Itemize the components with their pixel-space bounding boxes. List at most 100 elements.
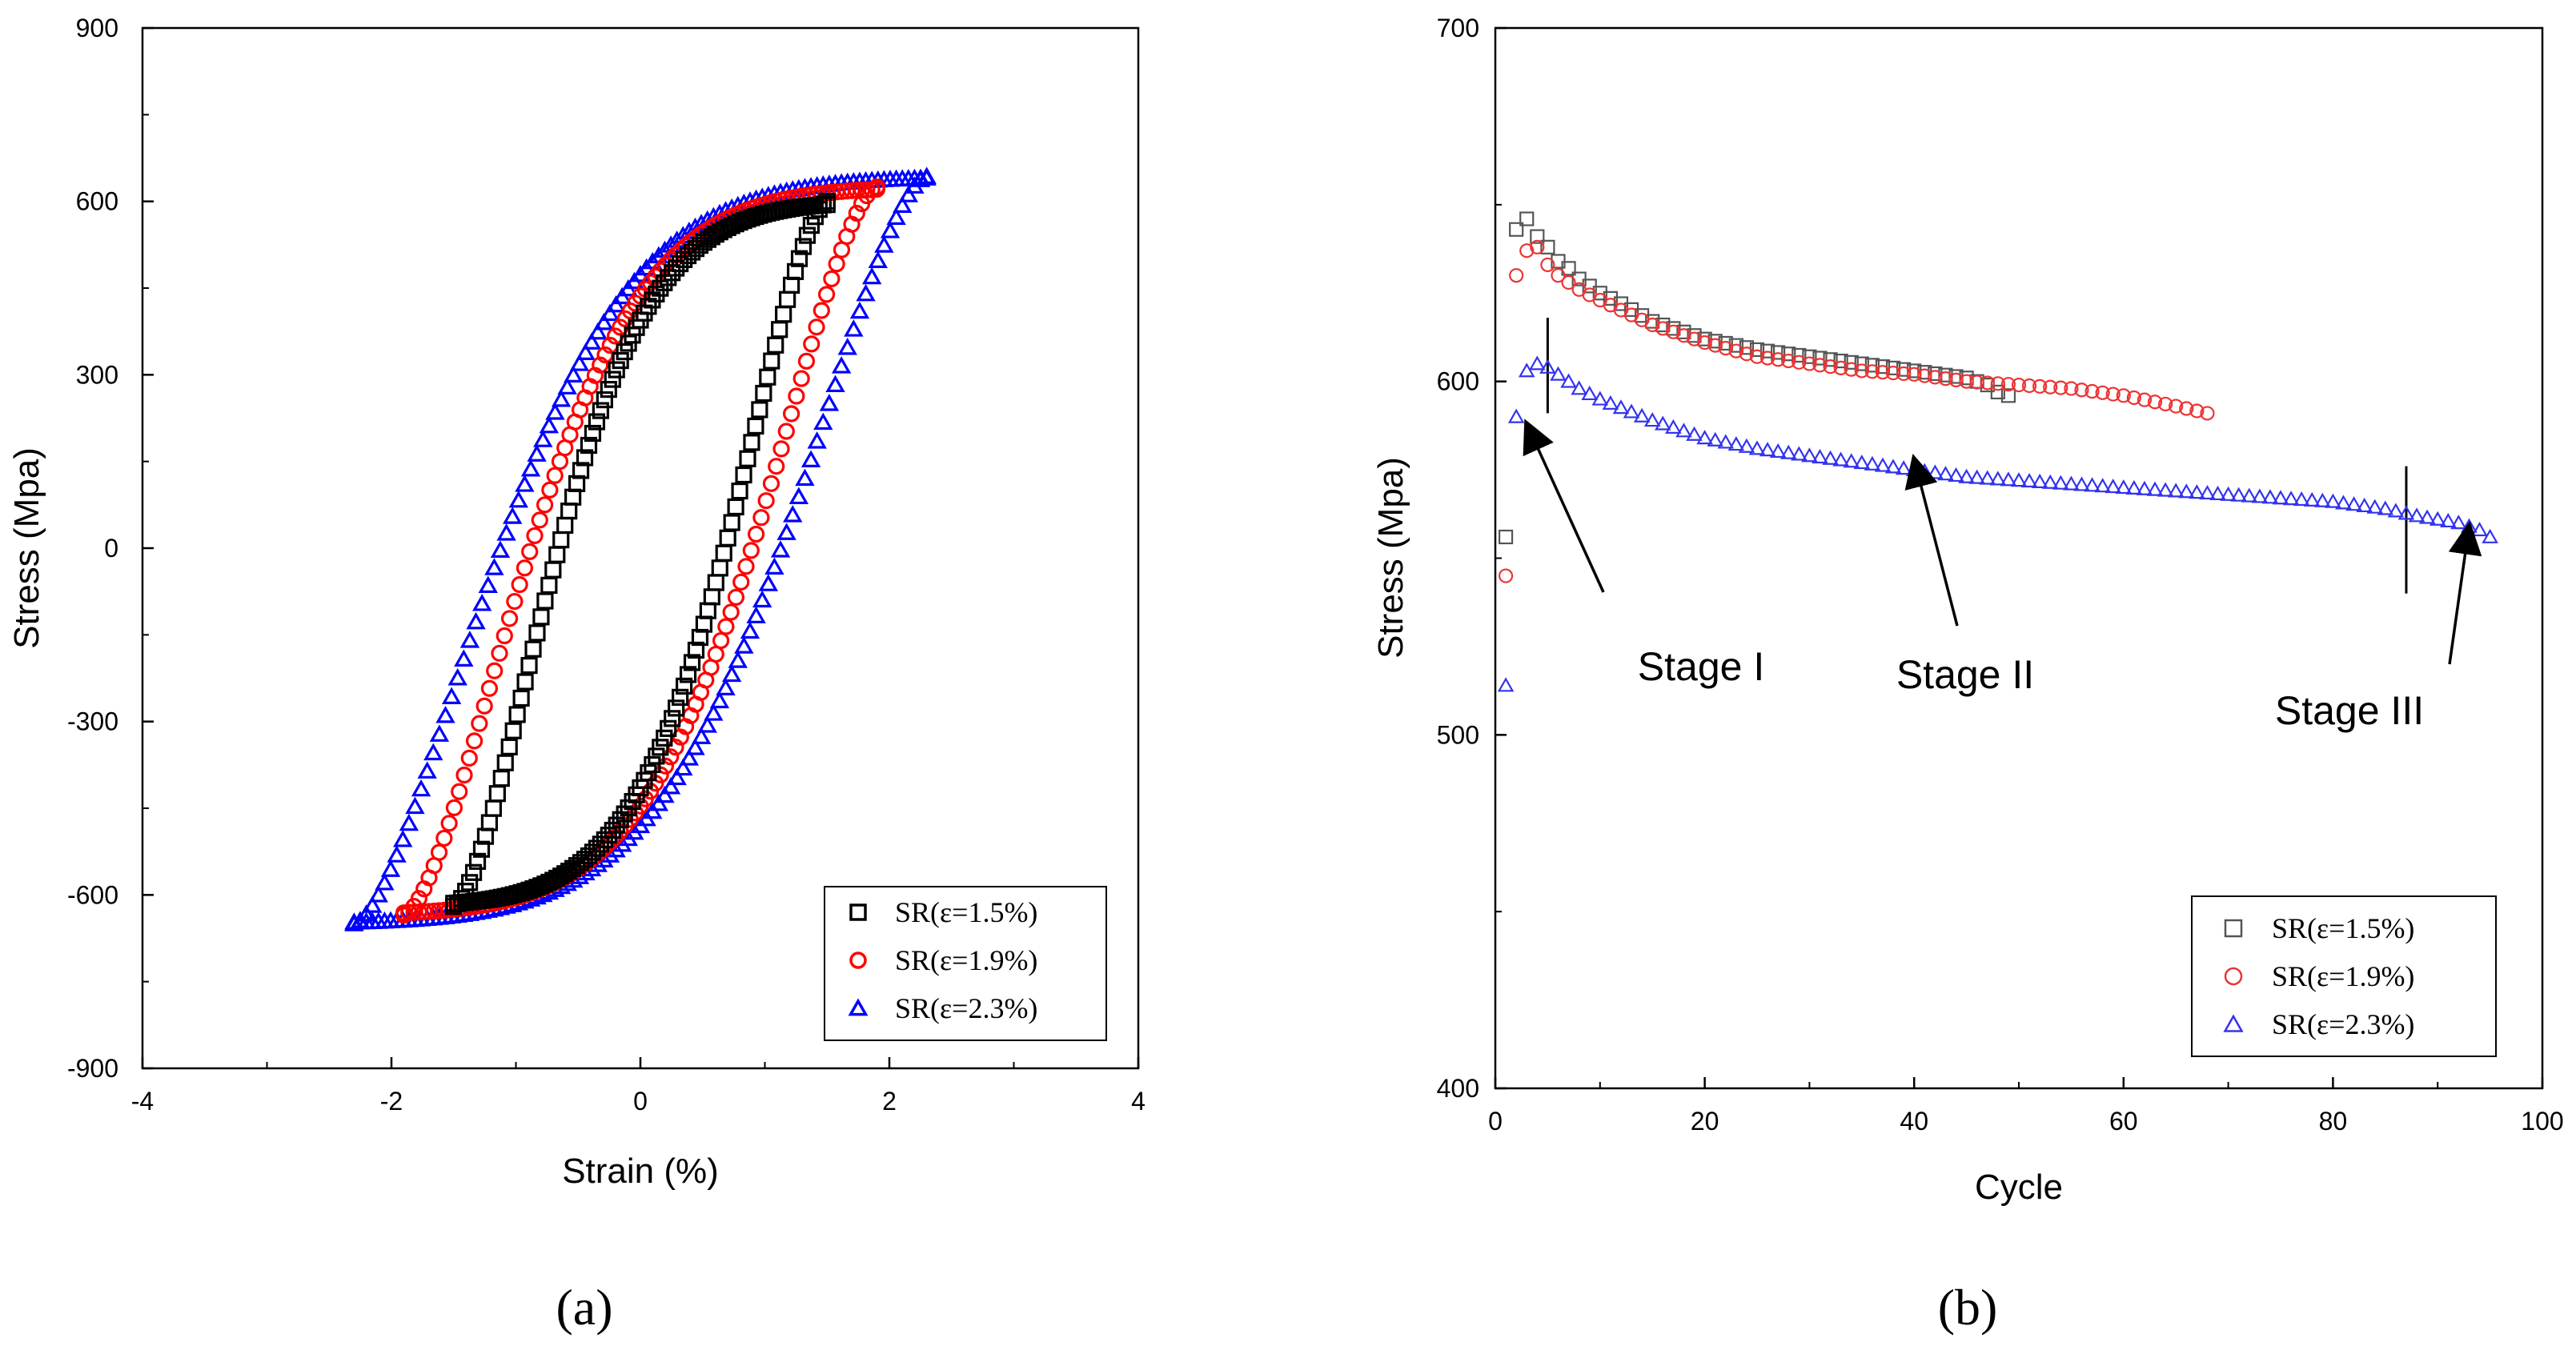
panel-b-annotation-label: Stage II [1896, 652, 2034, 697]
panel-a-point [667, 767, 687, 786]
panel-b-annotations: Stage I Stage II Stage III [1523, 419, 2482, 733]
panel-a-point [506, 592, 524, 611]
panel-b-point [2010, 472, 2028, 487]
panel-b-y-axis-title: Stress (Mpa) [1371, 457, 1410, 659]
panel-b-point [2000, 471, 2017, 487]
panel-a-point [757, 492, 775, 510]
panel-a-point [581, 332, 602, 350]
panel-a-point [468, 852, 487, 870]
panel-b-x-axis-title: Cycle [1975, 1168, 2063, 1207]
panel-a-point [630, 815, 651, 834]
panel-b-y-tick-label: 400 [1437, 1074, 1479, 1103]
panel-b-point [1581, 385, 1599, 401]
panel-a-point [717, 618, 735, 635]
panel-b-point [2230, 487, 2247, 502]
panel-a-point [783, 505, 803, 523]
panel-b-point [2147, 395, 2163, 410]
panel-b-point [1917, 368, 1932, 383]
panel-a-point [399, 813, 419, 831]
panel-b-legend: SR(ε=1.5%) SR(ε=1.9%) SR(ε=2.3%) [2191, 895, 2497, 1057]
panel-a-point [636, 808, 656, 827]
panel-b-point [1643, 412, 1661, 427]
panel-b-point [1666, 324, 1681, 339]
panel-a-point [612, 351, 629, 370]
panel-a-point [910, 170, 931, 187]
panel-a-point [775, 306, 792, 323]
panel-b-point [1907, 367, 1922, 382]
panel-b-point [1707, 334, 1723, 349]
panel-b-y-tick-label: 500 [1437, 720, 1479, 749]
panel-b-point [1938, 371, 1953, 387]
panel-b-point [1718, 335, 1733, 351]
panel-b-point [1833, 360, 1848, 375]
panel-a-point [771, 321, 788, 338]
panel-b-y-tick-label: 600 [1437, 367, 1479, 396]
panel-b-series-1 [1498, 211, 2016, 545]
panel-a-point [898, 185, 919, 202]
panel-b-point [2482, 528, 2498, 543]
panel-a-point [807, 431, 827, 449]
panel-b-data-points [1497, 211, 2498, 692]
panel-a-point [592, 402, 609, 419]
panel-a-point [792, 370, 810, 387]
panel-a-point [592, 356, 609, 374]
panel-a-point [687, 641, 705, 659]
panel-a-point [655, 785, 675, 803]
panel-a-point [344, 912, 364, 930]
panel-a-y-tick-label: 900 [76, 14, 118, 42]
panel-b-point [2418, 509, 2436, 524]
panel-a-point [532, 608, 550, 626]
panel-a-point [800, 450, 821, 467]
panel-b-point [1959, 374, 1974, 389]
panel-b-point [1697, 331, 1712, 347]
panel-a-point [596, 391, 613, 409]
panel-a-caption: (a) [556, 1279, 612, 1336]
panel-a-point [728, 651, 748, 668]
panel-a-point [782, 276, 800, 294]
panel-a-point [734, 636, 754, 654]
panel-a-point [569, 354, 590, 371]
panel-a-point [375, 873, 395, 891]
panel-b-ticks: 0 20 40 60 80 100 400 500 600 700 [1437, 14, 2564, 1136]
panel-a-legend-marker [849, 951, 867, 969]
panel-a-point [380, 859, 401, 877]
panel-b-point [2032, 379, 2048, 394]
panel-a-point [703, 588, 720, 606]
panel-b-point [2094, 478, 2111, 493]
panel-a-point [400, 903, 418, 922]
panel-b-point [1645, 314, 1660, 329]
panel-a-point [552, 531, 570, 549]
panel-a-point [779, 290, 796, 308]
panel-b-point [1666, 321, 1681, 336]
panel-b-point [2179, 401, 2194, 416]
panel-a-point [833, 241, 851, 258]
panel-a-point [819, 394, 840, 411]
panel-b-stage-dividers [1546, 318, 2408, 594]
panel-b-cycle-stress-chart: 0 20 40 60 80 100 400 500 600 700 Stage I Stage II… [1371, 14, 2564, 1336]
panel-a-point [504, 722, 522, 739]
panel-b-point [1979, 470, 1996, 485]
panel-b-point [1530, 239, 1545, 254]
panel-b-y-tick-label: 700 [1437, 14, 1479, 42]
panel-b-point [1844, 362, 1859, 377]
panel-b-point [2064, 381, 2079, 396]
panel-a-point [584, 424, 602, 443]
panel-b-point [1980, 375, 1995, 391]
panel-b-point [1623, 403, 1640, 419]
panel-a-point [731, 482, 748, 500]
panel-b-point [1676, 324, 1691, 339]
panel-b-point [2031, 473, 2048, 489]
panel-a-point [656, 729, 673, 747]
panel-a-point [743, 434, 760, 451]
panel-a-point [668, 699, 685, 717]
panel-a-point [806, 208, 824, 226]
panel-b-point [2105, 479, 2122, 494]
panel-a-point [447, 667, 467, 686]
panel-b-point [2241, 487, 2258, 503]
panel-a-point [576, 449, 594, 467]
panel-b-point [2356, 497, 2373, 513]
panel-a-point [737, 558, 755, 575]
panel-b-point [1989, 471, 2007, 486]
panel-b-point [1603, 290, 1618, 306]
